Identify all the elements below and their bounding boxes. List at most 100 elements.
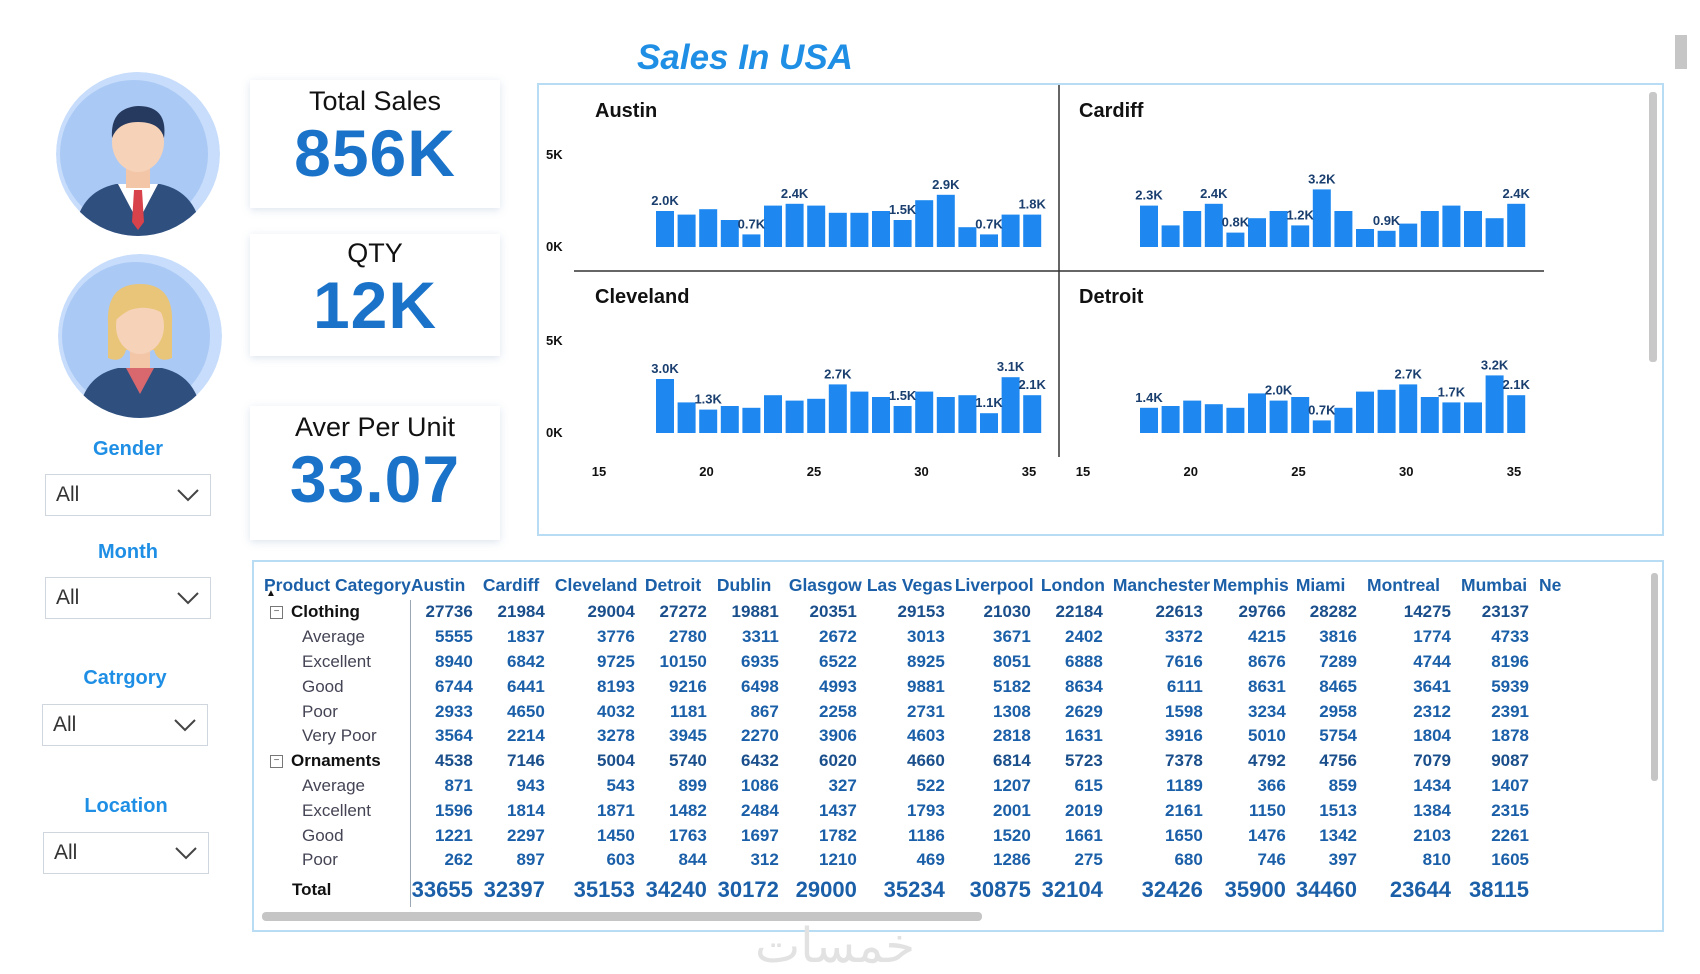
data-label: 0.7K [1308,402,1336,417]
column-header-city[interactable]: Las Vegas [866,574,953,595]
location-slicer-dropdown[interactable]: All [43,832,209,874]
category-slicer-dropdown[interactable]: All [42,704,208,746]
cell-value: 22184 [1055,602,1103,622]
cell-value: 3776 [597,627,635,647]
column-header-city[interactable]: Manchester [1112,574,1211,595]
bar [1485,218,1504,247]
cell-value: 2672 [819,627,857,647]
row-label: Excellent [302,800,371,820]
bar [1161,406,1180,433]
avg-per-unit-card: Aver Per Unit 33.07 [250,406,500,540]
column-header-city[interactable]: Memphis [1212,574,1289,595]
row-header[interactable]: − Clothing [264,600,412,625]
bar [742,407,761,433]
column-header-city[interactable]: Mumbai [1461,574,1528,595]
column-header-city[interactable]: Ne [1539,574,1562,595]
bar [720,220,739,247]
bar [1226,407,1245,433]
column-header-city[interactable]: London [1040,574,1105,595]
matrix-horizontal-scrollbar[interactable] [262,912,982,921]
matrix-vertical-scrollbar[interactable] [1651,573,1658,781]
small-multiples-chart[interactable]: 5K 0K 5K 0K Austin 2.0K 0.7K 2.4K 1.5K 2.9K 0.7K 1.… [537,83,1664,536]
bar [1248,218,1266,247]
collapse-icon[interactable]: − [270,606,283,620]
column-header-city[interactable]: Miami [1295,574,1346,595]
column-header-city[interactable]: Cleveland [554,574,638,595]
cell-empty [1539,798,1569,823]
column-header-city[interactable]: Dublin [716,574,772,595]
bar [850,212,869,247]
column-header-city[interactable]: Glasgow [788,574,862,595]
cell-value: 4215 [1248,627,1286,647]
row-header[interactable]: − Ornaments [264,748,412,774]
cell-value: 543 [606,775,635,795]
chart-scrollbar[interactable] [1649,92,1657,362]
cell-value: 9087 [1491,751,1530,771]
male-avatar[interactable] [56,72,220,236]
cell-value: 32397 [483,876,545,902]
cell-value: 6888 [1065,651,1103,671]
row-label: Good [302,676,344,696]
data-label: 1.3K [694,392,722,407]
cell-value: 871 [444,775,473,795]
month-slicer-label: Month [98,541,158,563]
cell-value: 23644 [1389,876,1452,902]
gender-slicer-dropdown[interactable]: All [45,474,211,516]
female-avatar[interactable] [58,254,222,418]
location-slicer-label: Location [84,795,168,817]
month-slicer-dropdown[interactable]: All [45,577,211,619]
x-tick-label: 25 [1291,464,1305,479]
column-header-city[interactable]: Austin [410,574,466,595]
panel-title-austin: Austin [595,100,657,122]
cell-value: 9725 [597,651,635,671]
group-row: − Clothing 27736 21984 29004 27272 19881 20351 2… [264,600,1569,625]
cell-value: 1871 [597,800,635,820]
cell-value: 29766 [1238,602,1286,622]
cell-value: 312 [750,850,779,870]
column-header-city[interactable]: Cardiff [482,574,540,595]
cell-value: 27272 [659,602,707,622]
cell-value: 4603 [907,726,945,746]
row-label: Clothing [291,602,360,622]
bar [1464,211,1482,247]
cell-value: 1207 [993,775,1031,795]
cell-value: 9216 [669,676,707,696]
gender-slicer-label: Gender [92,438,164,460]
column-header-city[interactable]: Detroit [644,574,702,595]
column-header-product-category[interactable]: Product Category [264,574,411,595]
cell-value: 1437 [819,800,857,820]
cell-value: 6432 [741,751,779,771]
cell-value: 20351 [809,602,857,622]
data-label: 2.3K [1135,188,1163,203]
cell-value: 4756 [1319,751,1358,771]
data-label: 2.9K [932,177,960,192]
cell-value: 8465 [1319,676,1358,696]
month-slicer-value: All [56,586,80,609]
cell-value: 397 [1328,850,1358,870]
bar [1464,402,1482,433]
cell-value: 4650 [507,701,545,721]
cell-value: 6441 [507,676,545,696]
data-label: 0.7K [738,216,766,231]
cell-empty [1539,873,1569,907]
cell-value: 4733 [1491,627,1530,647]
bar [850,391,869,433]
x-tick-label: 15 [592,464,606,479]
bar [807,205,826,247]
table-row: Excellent 8940 6842 9725 10150 6935 6522 8925 80… [264,649,1569,675]
sort-ascending-icon[interactable]: ▲ [266,588,276,599]
row-label: Poor [302,850,338,870]
bar [1183,400,1202,433]
cell-value: 2731 [907,701,945,721]
cell-empty [1539,674,1569,699]
cell-value: 14275 [1403,602,1452,622]
cell-empty [1539,600,1569,625]
cell-value: 3013 [907,627,945,647]
x-tick-label: 35 [1507,464,1521,479]
page-scrollbar[interactable] [1675,35,1687,69]
bar [1356,229,1374,247]
sales-matrix[interactable]: Product Category Austin Cardiff Cleveland De… [252,560,1664,932]
collapse-icon[interactable]: − [270,755,283,769]
column-header-city[interactable]: Liverpool [954,574,1034,595]
column-header-city[interactable]: Montreal [1367,574,1440,595]
